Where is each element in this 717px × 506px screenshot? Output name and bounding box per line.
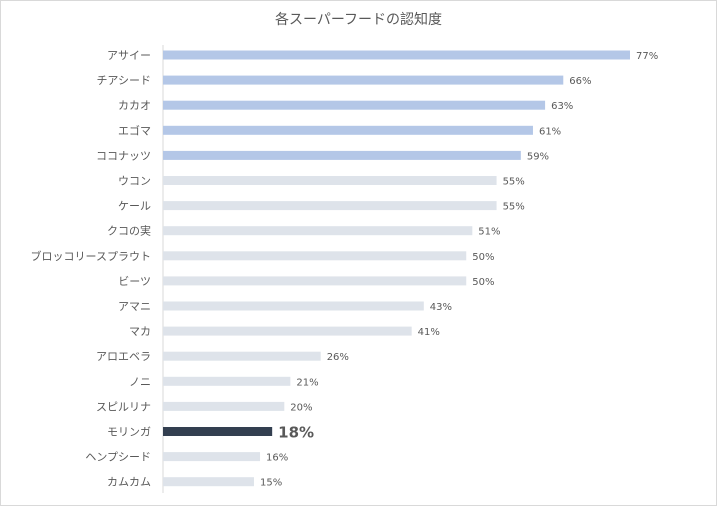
- value-label: 51%: [478, 227, 500, 238]
- bar-1: [163, 75, 564, 85]
- bar-17: [163, 477, 254, 487]
- category-label: アロエベラ: [96, 350, 151, 363]
- value-label: 50%: [472, 277, 494, 288]
- category-label: アサイー: [107, 49, 151, 62]
- value-label: 15%: [260, 478, 282, 489]
- value-label: 41%: [418, 327, 440, 338]
- bar-16: [163, 452, 261, 462]
- category-label: アマニ: [118, 300, 151, 313]
- category-label: クコの実: [107, 224, 151, 238]
- bar-3: [163, 125, 533, 135]
- bar-13: [163, 376, 291, 386]
- category-label: エゴマ: [118, 123, 151, 137]
- bar-14: [163, 401, 285, 411]
- bar-10: [163, 301, 424, 311]
- category-label: チアシード: [96, 74, 151, 87]
- bar-11: [163, 326, 412, 336]
- bar-6: [163, 201, 497, 211]
- category-label: ケール: [118, 200, 151, 213]
- value-label-focus: 18%: [278, 424, 314, 442]
- bar-focus: [163, 427, 273, 436]
- category-label: ビーツ: [118, 275, 151, 288]
- category-label: ヘンプシード: [85, 451, 151, 464]
- bar-7: [163, 226, 473, 236]
- bar-9: [163, 276, 467, 286]
- value-label: 61%: [539, 126, 561, 137]
- bar-2: [163, 100, 546, 110]
- value-label: 77%: [636, 51, 658, 62]
- value-label: 26%: [327, 352, 349, 363]
- category-label: ココナッツ: [96, 149, 151, 162]
- bar-4: [163, 150, 521, 160]
- bar-12: [163, 351, 321, 361]
- value-label: 50%: [472, 252, 494, 263]
- value-label: 55%: [503, 202, 525, 213]
- category-label: モリンガ: [107, 426, 151, 439]
- value-label: 16%: [266, 453, 288, 464]
- value-label: 55%: [503, 177, 525, 188]
- category-label: ウコン: [118, 175, 151, 188]
- category-label: マカ: [129, 325, 151, 338]
- value-label: 20%: [290, 402, 312, 413]
- category-label: カムカム: [107, 476, 151, 489]
- bar-5: [163, 176, 497, 185]
- value-label: 43%: [430, 302, 452, 313]
- value-label: 63%: [551, 101, 573, 112]
- category-label: ブロッコリースプラウト: [31, 249, 151, 263]
- value-label: 66%: [569, 76, 591, 87]
- category-label: ノニ: [129, 375, 151, 388]
- category-label: カカオ: [118, 99, 151, 112]
- value-label: 59%: [527, 151, 549, 162]
- bar-8: [163, 251, 467, 261]
- category-label: スピルリナ: [96, 400, 151, 413]
- value-label: 21%: [296, 377, 318, 388]
- chart-title: 各スーパーフードの認知度: [274, 12, 443, 28]
- bar-0: [163, 50, 630, 60]
